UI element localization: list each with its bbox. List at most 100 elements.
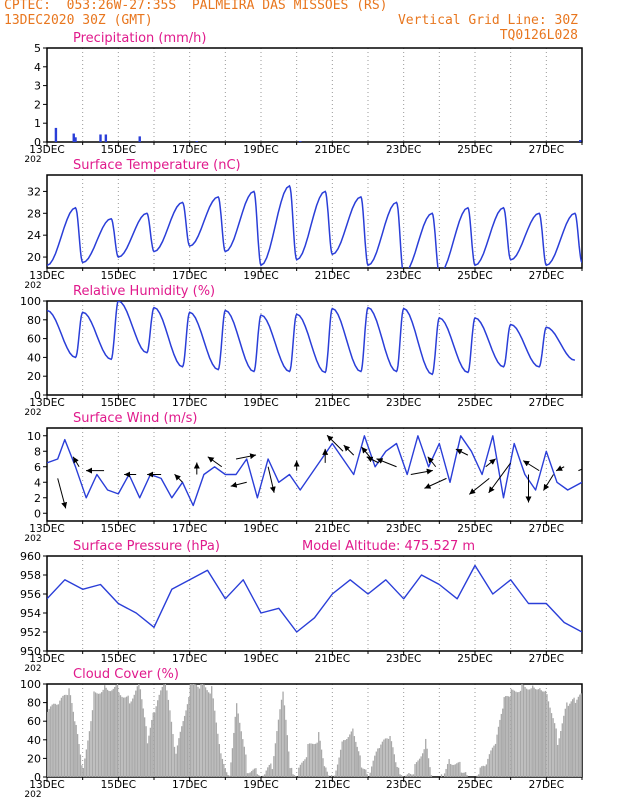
cloud-bar	[283, 705, 286, 777]
cloud-bar	[154, 712, 156, 777]
cloud-bar	[325, 767, 327, 777]
cloud-bar	[339, 749, 342, 777]
cloud-bar	[170, 721, 173, 777]
cloud-bar	[109, 691, 112, 777]
cloud-bar	[390, 741, 393, 777]
cloud-bar	[194, 684, 196, 777]
cloud-bar	[536, 689, 538, 777]
x-tick-label: 25DEC	[457, 270, 492, 282]
cloud-bar	[252, 769, 254, 777]
cloud-bar	[175, 753, 177, 777]
cloud-bar	[56, 704, 58, 777]
cloud-bar	[220, 753, 222, 777]
cloud-bar	[223, 763, 225, 777]
cloud-bar	[105, 687, 107, 777]
precip-data	[54, 127, 582, 142]
x-tick-label: 13DEC	[29, 144, 64, 156]
cloud-bar	[114, 687, 116, 777]
x-tick-label: 27DEC	[529, 653, 564, 665]
cloud-bar	[533, 687, 535, 777]
cloud-bar	[240, 731, 242, 777]
cloud-bar	[513, 690, 516, 777]
cloud-bar	[427, 758, 430, 777]
station-line: CPTEC: 053:26W-27:35S PALMEIRA DAS MISSO…	[4, 0, 388, 13]
cloud-bar	[59, 700, 61, 777]
cloud-bar	[265, 770, 267, 777]
cloud-bar	[68, 688, 70, 777]
x-tick-label: 19DEC	[243, 653, 278, 665]
x-tick-label: 21DEC	[315, 523, 350, 535]
x-tick-label: 15DEC	[101, 523, 136, 535]
y-tick-label: 100	[20, 678, 41, 691]
x-tick-label: 27DEC	[529, 779, 564, 791]
cloud-bar	[236, 703, 238, 777]
wind-panel: 0 2 4 6 8 10 13DEC 15DEC 17DEC 19DEC 21DEC 23DEC 25D…	[24, 411, 583, 544]
x-tick-label: 19DEC	[243, 397, 278, 409]
y-tick-label: 60	[27, 333, 41, 346]
cloud-bar	[188, 696, 190, 777]
cloud-bar	[425, 738, 427, 777]
cloud-bar	[206, 690, 208, 777]
cloud-bar	[451, 764, 453, 777]
x-tick-label: 19DEC	[243, 270, 278, 282]
wind-vector	[543, 474, 554, 491]
cloud-bar	[406, 774, 409, 777]
cloud-bar	[558, 738, 560, 777]
cloud-bar	[218, 744, 221, 777]
cloud-bar	[91, 710, 94, 777]
cloud-bar	[453, 764, 455, 777]
cloud-bar	[149, 727, 152, 777]
cloud-bar	[292, 774, 294, 777]
wind-vector	[468, 477, 490, 495]
cloud-bar	[369, 772, 371, 777]
cloud-bar	[132, 698, 134, 777]
precip-bar	[99, 134, 102, 142]
cloud-bar	[63, 694, 66, 777]
cloud-bar	[164, 684, 166, 777]
cloud-bar	[484, 766, 486, 777]
cloud-bar	[145, 726, 147, 777]
cloud-bar	[230, 762, 232, 777]
cloud-bar	[363, 769, 366, 777]
cloud-bar	[94, 692, 97, 777]
cloud-bar	[569, 703, 571, 777]
cloud-bar	[454, 764, 456, 777]
cloud-bar	[78, 744, 80, 777]
cloud-bar	[544, 690, 547, 777]
cloud-bar	[121, 696, 123, 777]
y-tick-label: 28	[27, 207, 41, 220]
x-tick-label: 15DEC	[101, 779, 136, 791]
grid-note: Vertical Grid Line: 30Z	[397, 13, 578, 28]
cloud-bar	[446, 764, 449, 777]
cloud-bar	[423, 749, 425, 777]
cloud-bar	[217, 733, 219, 777]
precip-bar	[74, 137, 77, 142]
cloud-bar	[389, 736, 391, 777]
cloud-bar	[510, 689, 512, 777]
cloud-bar	[172, 734, 174, 777]
y-tick-label: 24	[27, 229, 41, 242]
cloud-bar	[579, 694, 581, 777]
cloud-bar	[380, 744, 382, 777]
cloud-bar	[540, 690, 542, 777]
cloud-bar	[185, 710, 187, 777]
precip-bar	[138, 136, 141, 142]
cloud-bar	[72, 711, 74, 777]
temp-panel: 20 24 28 32 13DEC 15DEC 17DEC 19DEC 21DEC 23DEC 25…	[24, 158, 583, 291]
x-tick-label: 27DEC	[529, 270, 564, 282]
cloud-bar	[227, 775, 229, 777]
cloud-bar	[97, 693, 100, 777]
cloud-bar	[366, 774, 368, 777]
cloud-bar	[567, 705, 570, 777]
cloud-bar	[381, 741, 384, 777]
cloud-bar	[519, 690, 522, 777]
cloud-bar	[459, 761, 461, 777]
cloud-bar	[375, 751, 377, 777]
cloud-bar	[279, 709, 281, 777]
y-tick-label: 40	[27, 734, 41, 747]
cloud-bar	[183, 715, 186, 777]
wind-vector	[555, 465, 565, 472]
cloud-bar	[204, 687, 207, 777]
wind-vector	[57, 478, 68, 509]
cloud-bar	[400, 775, 403, 777]
